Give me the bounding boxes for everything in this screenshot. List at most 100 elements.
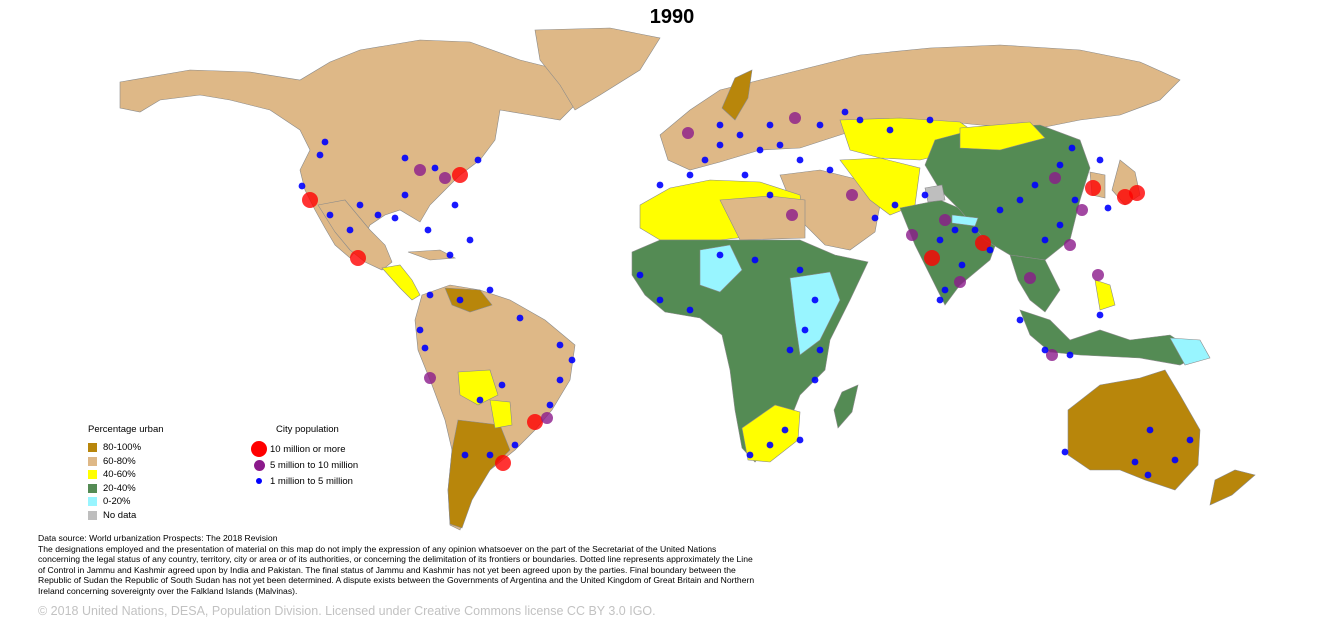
land-bolivia bbox=[457, 369, 499, 406]
city-marker bbox=[1068, 144, 1076, 152]
city-marker bbox=[1024, 272, 1036, 284]
land-layer bbox=[119, 27, 1256, 531]
city-marker bbox=[424, 226, 432, 234]
city-marker bbox=[636, 271, 644, 279]
city-marker bbox=[975, 235, 991, 251]
city-marker bbox=[766, 191, 774, 199]
land-southeast-asia bbox=[1009, 254, 1061, 313]
city-marker bbox=[466, 236, 474, 244]
legend-swatch bbox=[88, 470, 97, 480]
land-scandinavia bbox=[721, 69, 753, 121]
city-marker bbox=[1085, 180, 1101, 196]
city-marker bbox=[374, 211, 382, 219]
city-marker bbox=[939, 214, 951, 226]
city-marker bbox=[1016, 196, 1024, 204]
city-marker bbox=[424, 372, 436, 384]
city-marker bbox=[656, 296, 664, 304]
city-marker bbox=[1031, 181, 1039, 189]
map-title: 1990 bbox=[649, 6, 695, 28]
legend-urban-item: 0-20% bbox=[88, 495, 164, 509]
land-mexico bbox=[317, 199, 393, 271]
city-marker bbox=[816, 121, 824, 129]
city-marker bbox=[1046, 349, 1058, 361]
legend-swatch bbox=[88, 510, 97, 520]
city-marker bbox=[871, 214, 879, 222]
city-marker bbox=[568, 356, 576, 364]
land-mongolia bbox=[959, 121, 1046, 151]
legend-city-item: 10 million or more bbox=[250, 441, 358, 457]
city-marker bbox=[1066, 351, 1074, 359]
city-marker bbox=[439, 172, 451, 184]
city-marker bbox=[421, 344, 429, 352]
city-marker bbox=[401, 154, 409, 162]
legend-urban-item: 80-100% bbox=[88, 441, 164, 455]
city-marker bbox=[476, 396, 484, 404]
city-marker bbox=[486, 451, 494, 459]
city-marker bbox=[511, 441, 519, 449]
city-marker bbox=[461, 451, 469, 459]
legend-city-label: 10 million or more bbox=[270, 443, 346, 455]
legend-urban-label: No data bbox=[103, 509, 137, 521]
city-marker bbox=[796, 156, 804, 164]
city-marker bbox=[1076, 204, 1088, 216]
city-marker bbox=[1041, 236, 1049, 244]
city-marker bbox=[431, 164, 439, 172]
disclaimer: The designations employed and the presen… bbox=[38, 543, 755, 596]
city-marker bbox=[452, 167, 468, 183]
city-marker bbox=[1071, 196, 1079, 204]
legend-urban: Percentage urban 80-100% 60-80% 40-60% 20-4… bbox=[88, 424, 164, 522]
copyright-notice: © 2018 United Nations, DESA, Population … bbox=[38, 604, 656, 618]
city-marker bbox=[786, 209, 798, 221]
city-marker bbox=[716, 141, 724, 149]
city-marker bbox=[1061, 448, 1069, 456]
city-marker bbox=[451, 201, 459, 209]
city-marker bbox=[921, 191, 929, 199]
city-marker bbox=[321, 138, 329, 146]
city-marker bbox=[936, 296, 944, 304]
city-marker bbox=[716, 251, 724, 259]
city-marker bbox=[316, 151, 324, 159]
legend-urban-item: 40-60% bbox=[88, 468, 164, 482]
city-marker bbox=[736, 131, 744, 139]
land-nepal bbox=[951, 214, 979, 227]
city-marker bbox=[751, 256, 759, 264]
legend-city-item: 1 million to 5 million bbox=[250, 473, 358, 489]
city-marker bbox=[456, 296, 464, 304]
city-marker bbox=[541, 412, 553, 424]
land-philippines bbox=[1094, 279, 1116, 311]
city-marker bbox=[954, 276, 966, 288]
city-marker bbox=[856, 116, 864, 124]
city-marker bbox=[951, 226, 959, 234]
city-marker bbox=[746, 451, 754, 459]
city-marker bbox=[302, 192, 318, 208]
cities-layer bbox=[298, 108, 1194, 479]
legend-swatch bbox=[88, 483, 97, 493]
city-marker bbox=[846, 189, 858, 201]
land-egypt-libya bbox=[719, 195, 806, 241]
city-marker bbox=[716, 121, 724, 129]
city-marker bbox=[796, 266, 804, 274]
city-marker bbox=[1096, 311, 1104, 319]
city-marker bbox=[826, 166, 834, 174]
legend-urban-item: 60-80% bbox=[88, 455, 164, 469]
land-australia bbox=[1067, 369, 1201, 491]
city-marker bbox=[486, 286, 494, 294]
city-marker bbox=[1171, 456, 1179, 464]
city-marker bbox=[776, 141, 784, 149]
city-marker bbox=[1146, 426, 1154, 434]
city-marker bbox=[816, 346, 824, 354]
legend-city-label: 1 million to 5 million bbox=[270, 475, 353, 487]
city-marker bbox=[426, 291, 434, 299]
city-marker bbox=[781, 426, 789, 434]
city-marker bbox=[811, 376, 819, 384]
city-marker bbox=[786, 346, 794, 354]
legend-city-dot bbox=[253, 459, 265, 471]
city-marker bbox=[401, 191, 409, 199]
city-marker bbox=[356, 201, 364, 209]
city-marker bbox=[941, 286, 949, 294]
legend-urban-title: Percentage urban bbox=[88, 424, 164, 435]
legend-city-dot bbox=[256, 478, 262, 484]
city-marker bbox=[682, 127, 694, 139]
city-marker bbox=[556, 341, 564, 349]
